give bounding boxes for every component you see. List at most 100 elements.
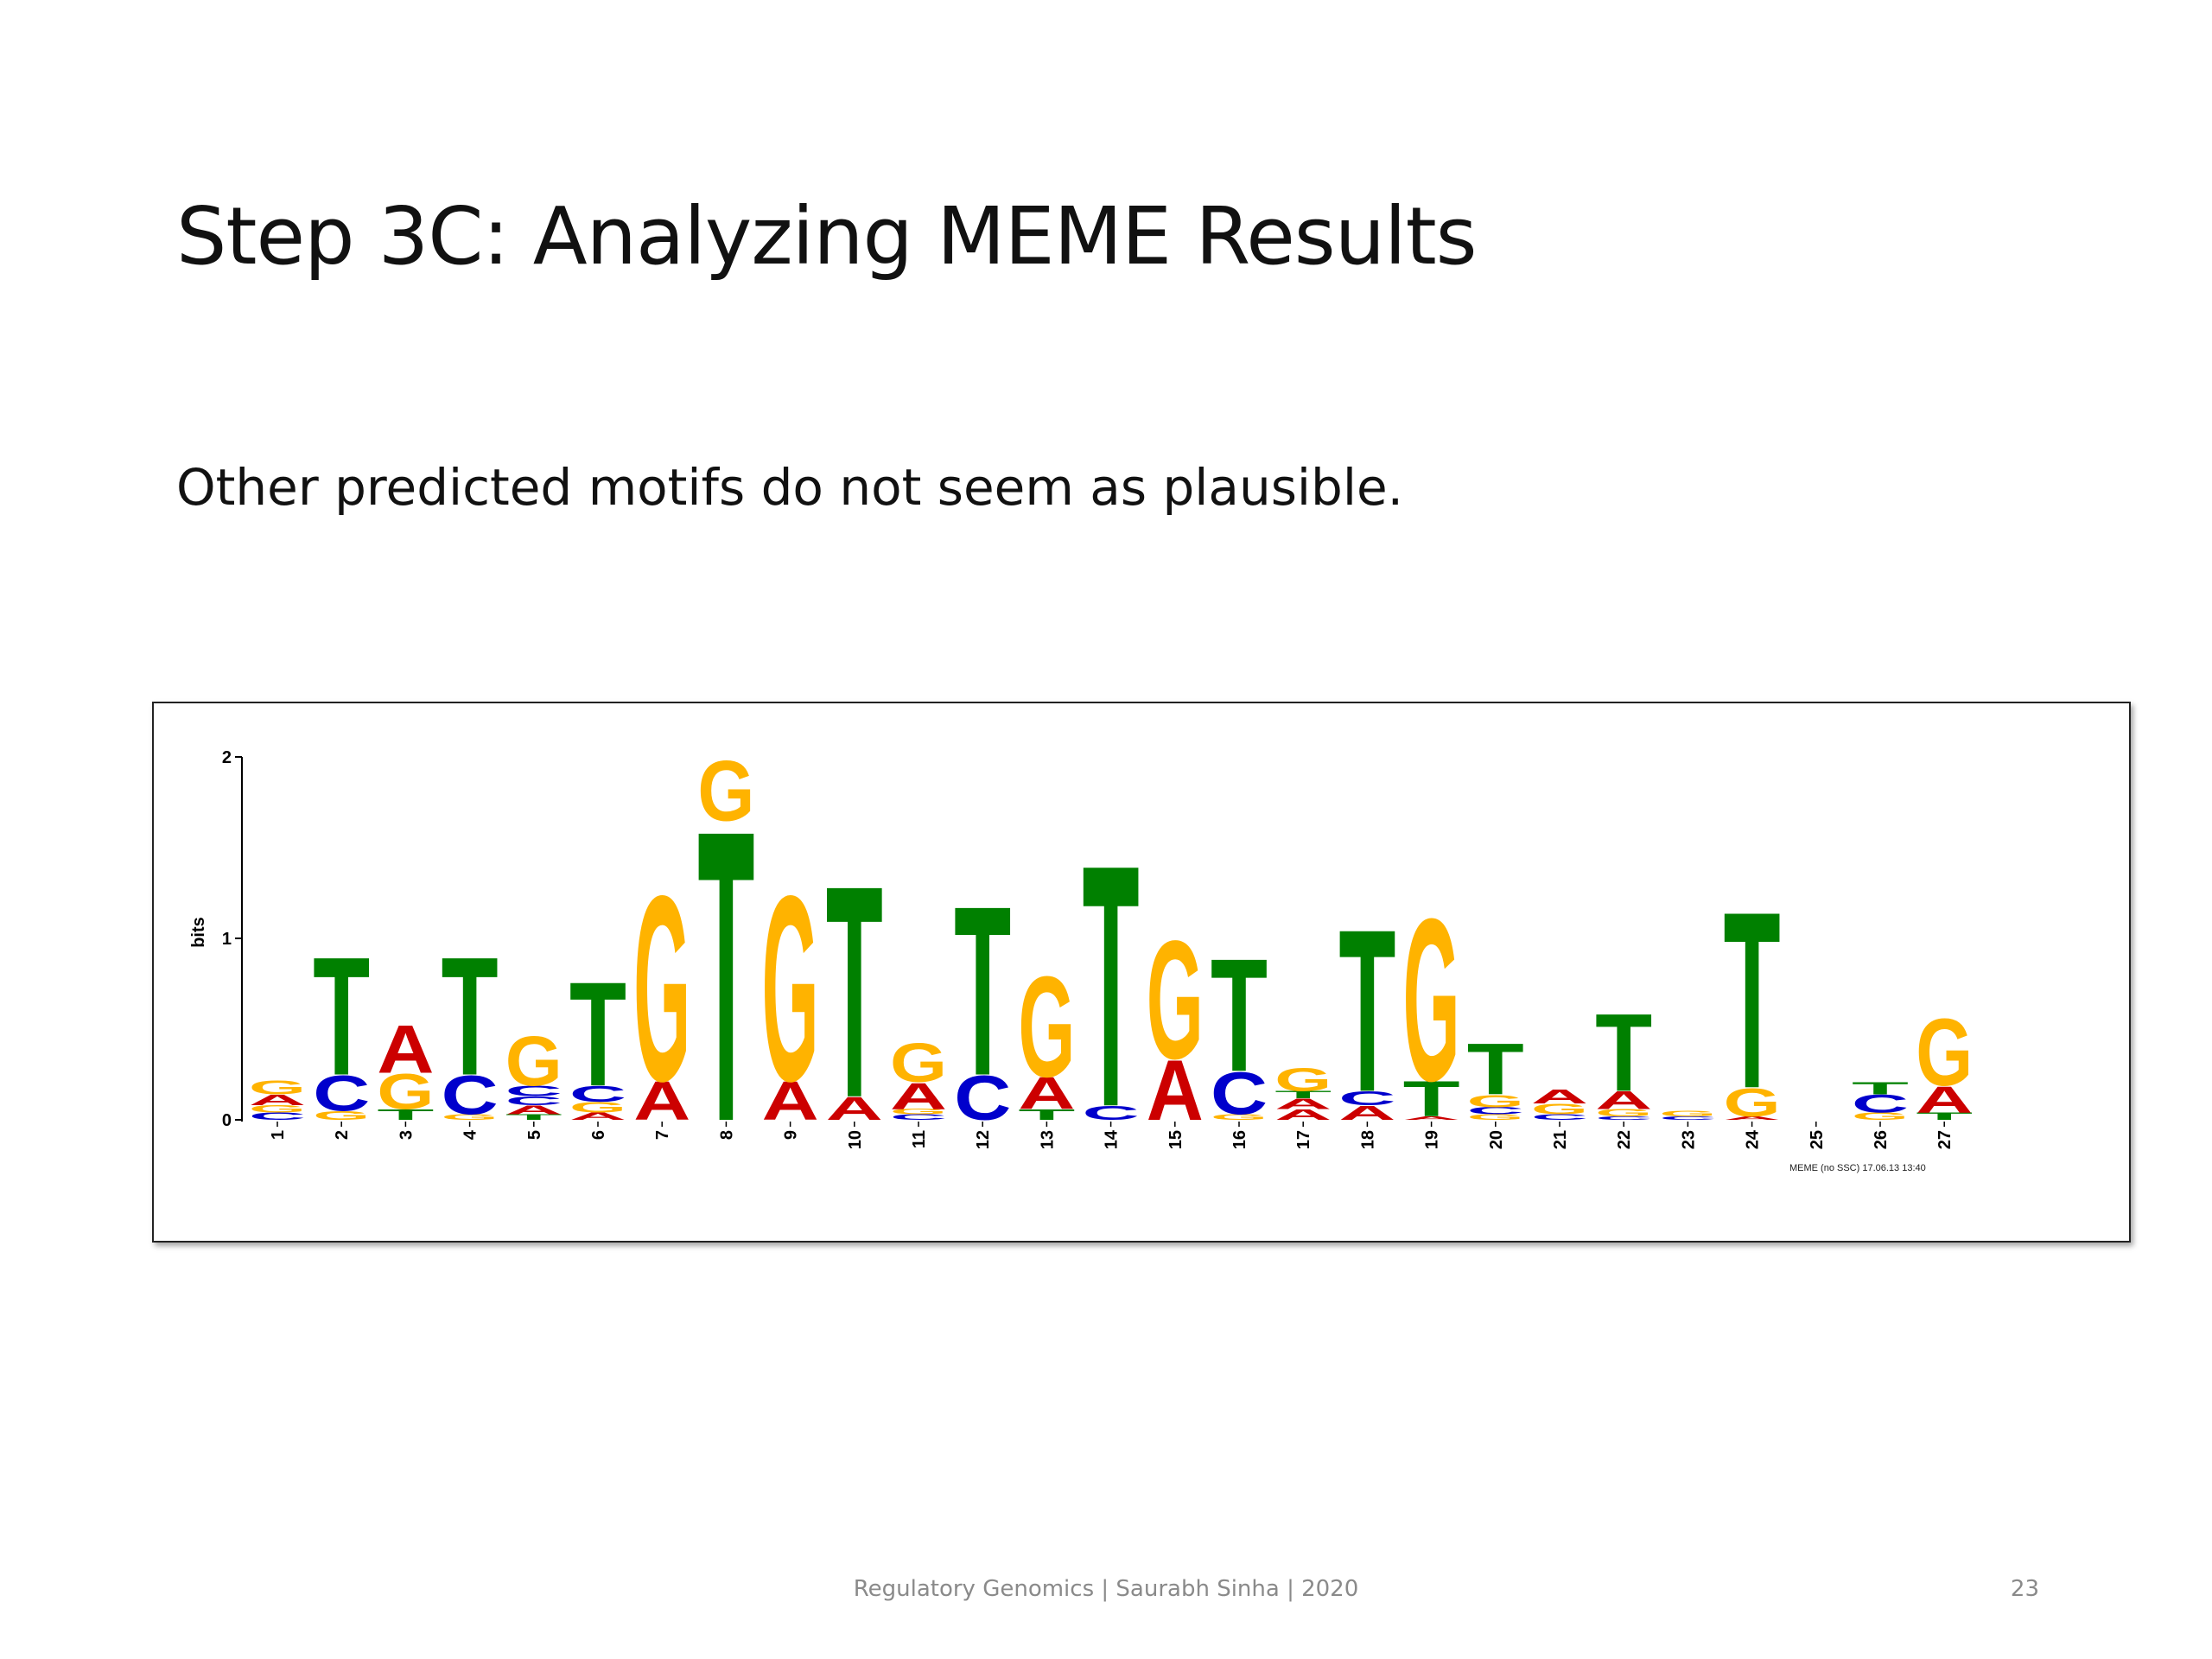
- x-tick-label: 4: [461, 1129, 480, 1140]
- logo-letter-T: T: [505, 1113, 563, 1122]
- logo-letter-T: T: [697, 743, 754, 1208]
- x-tick-label: 7: [653, 1130, 672, 1140]
- logo-letter-A: A: [1724, 1116, 1781, 1121]
- logo-letter-T: T: [1467, 1029, 1524, 1111]
- logo-letter-G: G: [762, 840, 819, 1136]
- logo-letter-G: G: [249, 1077, 306, 1099]
- logo-letter-G: G: [1852, 1111, 1909, 1122]
- logo-letter-A: A: [1531, 1085, 1588, 1108]
- logo-letter-C: C: [505, 1083, 563, 1100]
- logo-letter-T: T: [1852, 1079, 1909, 1099]
- logo-letter-T: T: [1595, 991, 1652, 1115]
- y-axis-label: bits: [189, 917, 208, 948]
- logo-letter-A: A: [762, 1070, 819, 1132]
- x-tick-label: 16: [1230, 1130, 1249, 1149]
- logo-letter-T: T: [1083, 793, 1140, 1179]
- logo-letter-C: C: [1211, 1060, 1268, 1128]
- logo-letter-A: A: [890, 1075, 947, 1117]
- logo-letter-G: G: [1724, 1080, 1781, 1125]
- x-tick-label: 8: [717, 1130, 736, 1140]
- x-tick-label: 23: [1679, 1130, 1698, 1149]
- logo-letter-G: G: [1467, 1091, 1524, 1111]
- logo-letter-T: T: [1018, 1106, 1075, 1123]
- logo-letter-C: C: [1595, 1116, 1652, 1121]
- logo-letter-A: A: [1403, 1116, 1460, 1121]
- logo-letter-G: G: [377, 1065, 434, 1121]
- x-tick-label: 1: [269, 1130, 288, 1140]
- x-tick-label: 13: [1038, 1130, 1057, 1149]
- logo-letter-T: T: [569, 950, 626, 1117]
- logo-letter-G: G: [313, 1109, 370, 1122]
- x-tick-label: 21: [1551, 1130, 1570, 1149]
- y-axis-ticks: 0 1 2: [222, 748, 242, 1130]
- x-tick-label: 19: [1423, 1130, 1442, 1149]
- logo-letter-G: G: [890, 1108, 947, 1116]
- logo-letter-G: G: [569, 1099, 626, 1116]
- logo-letter-A: A: [1595, 1086, 1652, 1115]
- logo-letter-G: G: [1467, 1113, 1524, 1122]
- y-tick-label: 1: [222, 930, 232, 949]
- logo-letter-T: T: [442, 922, 499, 1110]
- logo-letter-A: A: [1274, 1106, 1332, 1123]
- logo-letter-A: A: [826, 1090, 883, 1127]
- logo-letter-T: T: [954, 857, 1011, 1127]
- logo-letter-A: A: [1338, 1102, 1395, 1124]
- logo-letter-C: C: [313, 1066, 370, 1122]
- x-tick-label: 27: [1936, 1130, 1955, 1149]
- logo-letter-A: A: [377, 1012, 434, 1088]
- logo-letter-C: C: [890, 1113, 947, 1122]
- x-axis-ticks: 1 2 3 4 5 6 7 8 9 10 11 12 13 14 15 16 17 18 19 20 21 22 23 24 2…: [269, 1122, 1955, 1149]
- x-tick-label: 25: [1808, 1130, 1827, 1149]
- meme-credit-text: MEME (no SSC) 17.06.13 13:40: [1789, 1163, 1926, 1173]
- logo-letter-T: T: [1274, 1089, 1332, 1100]
- logo-letter-A: A: [505, 1103, 563, 1117]
- logo-letter-C: C: [569, 1081, 626, 1106]
- logo-letter-G: G: [1018, 947, 1075, 1107]
- logo-letter-G: G: [890, 1032, 947, 1094]
- logo-letter-G: G: [697, 743, 754, 839]
- logo-letter-T: T: [1403, 1071, 1460, 1128]
- logo-letter-A: A: [633, 1070, 690, 1132]
- footer-text: Regulatory Genomics | Saurabh Sinha | 20…: [853, 1576, 1359, 1602]
- logo-letter-T: T: [377, 1106, 434, 1123]
- logo-letter-G: G: [1595, 1107, 1652, 1118]
- x-tick-label: 14: [1103, 1129, 1122, 1149]
- x-tick-label: 12: [974, 1130, 993, 1149]
- logo-letter-T: T: [1338, 882, 1395, 1141]
- x-tick-label: 22: [1615, 1130, 1634, 1149]
- x-tick-label: 17: [1294, 1130, 1313, 1149]
- x-tick-label: 15: [1166, 1130, 1185, 1149]
- logo-letter-A: A: [1916, 1078, 1973, 1121]
- logo-letter-G: G: [442, 1113, 499, 1122]
- logo-letter-T: T: [1724, 860, 1781, 1141]
- x-tick-label: 20: [1487, 1130, 1506, 1149]
- logo-letter-G: G: [633, 840, 690, 1136]
- y-tick-label: 0: [222, 1111, 232, 1130]
- logo-letter-G: G: [505, 1021, 563, 1100]
- logo-letter-G: G: [1147, 906, 1204, 1094]
- logo-letter-C: C: [1083, 1102, 1140, 1124]
- logo-letter-A: A: [569, 1111, 626, 1122]
- x-tick-label: 3: [397, 1130, 416, 1140]
- logo-letter-G: G: [1274, 1062, 1332, 1098]
- logo-letter-T: T: [826, 823, 883, 1161]
- logo-letter-A: A: [1274, 1096, 1332, 1113]
- x-tick-label: 10: [846, 1130, 865, 1149]
- slide-body-text: Other predicted motifs do not seem as pl…: [176, 458, 1404, 517]
- logo-letter-T: T: [1211, 925, 1268, 1105]
- x-tick-label: 26: [1872, 1130, 1891, 1149]
- logo-letter-C: C: [1659, 1116, 1716, 1121]
- x-tick-label: 5: [525, 1130, 544, 1140]
- logo-letter-G: G: [1916, 999, 1973, 1106]
- logo-letter-G: G: [1211, 1113, 1268, 1122]
- x-tick-label: 18: [1358, 1130, 1377, 1149]
- logo-letter-T: T: [1916, 1111, 1973, 1122]
- logo-letter-G: G: [1531, 1101, 1588, 1118]
- x-tick-label: 6: [589, 1130, 608, 1140]
- logo-letter-G: G: [249, 1103, 306, 1115]
- y-tick-label: 2: [222, 748, 232, 767]
- logo-letter-C: C: [1467, 1105, 1524, 1116]
